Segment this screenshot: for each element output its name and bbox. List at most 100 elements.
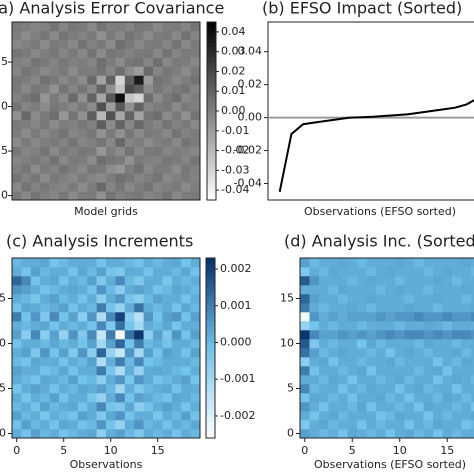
heatmap-cell (414, 393, 424, 403)
heatmap-cell (385, 348, 396, 358)
panel-title: (c) Analysis Increments (6, 232, 193, 251)
heatmap-cell (68, 93, 79, 103)
heatmap-cell (87, 258, 97, 268)
heatmap-cell (153, 411, 163, 421)
colorbar-step (206, 429, 215, 433)
heatmap-cell (319, 348, 329, 358)
heatmap-cell (181, 267, 191, 277)
colorbar-step (207, 108, 216, 112)
colorbar-step (207, 102, 216, 106)
heatmap-cell (21, 294, 32, 304)
heatmap-cell (414, 429, 424, 439)
heatmap-cell (143, 48, 154, 58)
heatmap-cell (452, 384, 462, 394)
heatmap-cell (12, 155, 22, 165)
heatmap-cell (124, 39, 135, 49)
heatmap-cell (115, 39, 126, 49)
colorbar-tick-label: 0.000 (220, 335, 252, 348)
heatmap-cell (12, 321, 22, 331)
heatmap-cell (68, 75, 79, 85)
x-tick-label: 15 (151, 444, 165, 457)
heatmap-cell (115, 22, 126, 32)
heatmap-cell (423, 294, 434, 304)
heatmap-cell (143, 119, 154, 130)
heatmap-cell (59, 39, 69, 49)
heatmap-cell (96, 357, 107, 367)
heatmap-cell (124, 402, 135, 412)
heatmap-cell (442, 303, 453, 313)
colorbar-step (207, 182, 216, 186)
heatmap-cell (49, 22, 60, 32)
heatmap-cell (12, 173, 22, 183)
heatmap-cell (423, 384, 434, 394)
heatmap-cell (347, 384, 358, 394)
heatmap-cell (124, 30, 135, 41)
heatmap-cell (106, 93, 116, 103)
heatmap-cell (471, 312, 474, 322)
heatmap-cell (68, 48, 79, 58)
heatmap-cell (190, 321, 201, 331)
heatmap-cell (40, 155, 50, 165)
heatmap-cell (181, 102, 191, 112)
heatmap-cell (134, 75, 144, 85)
heatmap-cell (461, 384, 472, 394)
heatmap-cell (134, 182, 144, 192)
heatmap-cell (162, 128, 173, 138)
heatmap-cell (181, 173, 191, 183)
heatmap-cell (471, 330, 474, 340)
heatmap-cell (338, 258, 348, 268)
heatmap-cell (442, 321, 453, 331)
heatmap-cell (395, 384, 405, 394)
heatmap-cell (77, 48, 88, 58)
colorbar-tick-label: -0.03 (221, 163, 249, 176)
heatmap-cell (143, 22, 154, 32)
heatmap-cell (59, 267, 69, 277)
heatmap-cell (87, 375, 97, 385)
heatmap-cell (77, 357, 88, 367)
heatmap-cell (452, 357, 462, 367)
heatmap-cell (171, 285, 182, 295)
heatmap-cell (30, 22, 41, 32)
heatmap-cell (134, 312, 144, 322)
heatmap-cell (309, 348, 320, 358)
heatmap-cell (153, 111, 163, 121)
heatmap-cell (153, 66, 163, 76)
heatmap-cell (21, 75, 32, 85)
heatmap-cell (40, 30, 50, 41)
colorbar-step (206, 351, 215, 355)
heatmap-cell (414, 285, 424, 295)
heatmap-cell (143, 146, 154, 156)
heatmap-cell (143, 357, 154, 367)
heatmap-cell (134, 357, 144, 367)
heatmap-cell (328, 420, 339, 430)
heatmap-cell (171, 267, 182, 277)
heatmap-cell (162, 402, 173, 412)
heatmap-cell (366, 321, 377, 331)
heatmap-cell (347, 393, 358, 403)
heatmap-cell (309, 375, 320, 385)
colorbar-step (207, 119, 216, 124)
heatmap-cell (171, 303, 182, 313)
heatmap-cell (300, 267, 310, 277)
heatmap-cell (366, 402, 377, 412)
heatmap-cell (12, 285, 22, 295)
heatmap-cell (347, 420, 358, 430)
heatmap-cell (328, 321, 339, 331)
colorbar-step (206, 399, 215, 403)
heatmap-cell (68, 182, 79, 192)
heatmap-cell (162, 267, 173, 277)
heatmap-cell (68, 66, 79, 76)
heatmap-cell (423, 348, 434, 358)
y-tick-label: 10 (0, 337, 6, 350)
heatmap-cell (181, 429, 191, 439)
heatmap-cell (385, 276, 396, 286)
heatmap-cell (12, 339, 22, 349)
heatmap-cell (21, 84, 32, 94)
colorbar-step (206, 345, 215, 349)
heatmap-cell (395, 312, 405, 322)
heatmap-cell (404, 357, 415, 367)
y-tick-label: 15 (0, 55, 8, 68)
heatmap-cell (21, 330, 32, 340)
heatmap-cell (423, 312, 434, 322)
heatmap-cell (106, 267, 116, 277)
